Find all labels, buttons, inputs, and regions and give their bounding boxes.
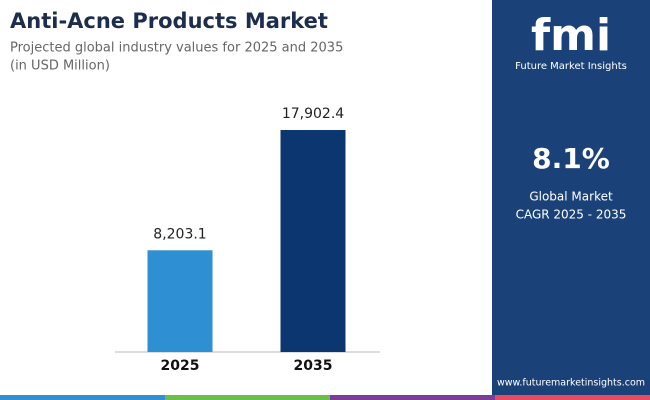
bar	[280, 130, 346, 352]
chart-title: Anti-Acne Products Market	[10, 9, 328, 33]
strip	[165, 395, 330, 400]
cagr-value: 8.1%	[532, 142, 610, 175]
x-tick-label: 2035	[294, 358, 333, 374]
cagr-label: Global Market	[529, 190, 613, 204]
cagr-label: CAGR 2025 - 2035	[516, 208, 627, 222]
strip	[495, 395, 650, 400]
brand: Future Market Insights	[515, 61, 627, 72]
value-label: 17,902.4	[282, 106, 344, 122]
chart-subtitle: Projected global industry values for 202…	[10, 41, 343, 56]
side-panel	[492, 0, 650, 400]
website: www.futuremarketinsights.com	[497, 378, 645, 389]
x-tick-label: 2025	[161, 358, 200, 374]
chart-subtitle: (in USD Million)	[10, 59, 110, 74]
strip	[330, 395, 495, 400]
logo: fmi	[531, 10, 611, 61]
strip	[0, 395, 165, 400]
value-label: 8,203.1	[153, 226, 206, 242]
bar	[147, 250, 213, 352]
